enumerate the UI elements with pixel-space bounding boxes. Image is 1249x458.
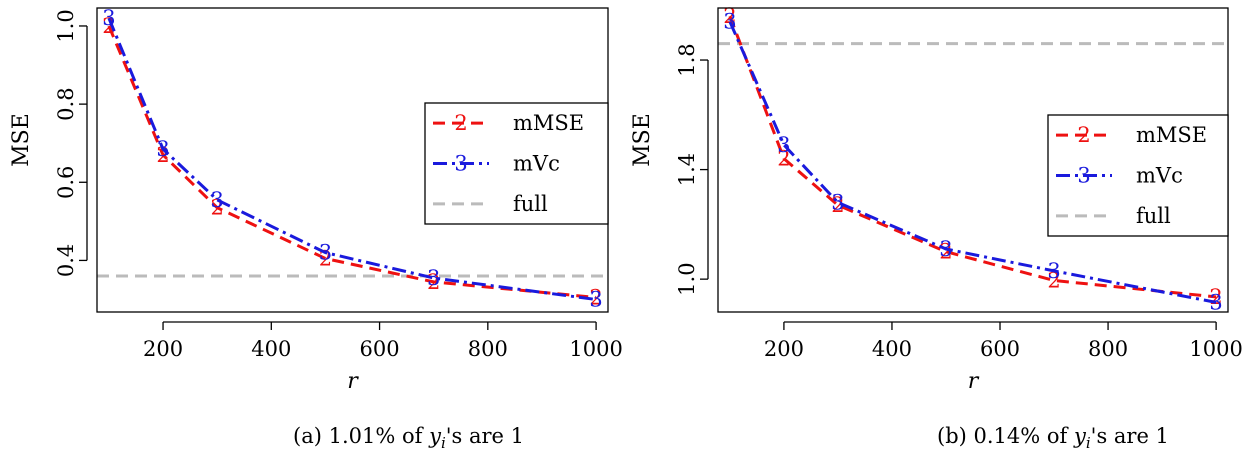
panel-caption: (b) 0.14% of yi's are 1 (937, 424, 1169, 452)
x-axis-label: r (347, 369, 359, 394)
x-tick-label: 400 (872, 337, 912, 361)
series-line-mvc (107, 17, 597, 301)
data-point-mvc: 3 (427, 266, 440, 290)
panel-caption: (a) 1.01% of yi's are 1 (293, 424, 524, 452)
x-tick-label: 600 (360, 337, 400, 361)
data-point-mvc: 3 (589, 287, 602, 311)
legend: 2 mMSE 3 mVc full (424, 102, 609, 225)
legend-marker: 3 (1077, 164, 1090, 188)
y-axis-label: MSE (9, 113, 34, 167)
x-tick-label: 600 (980, 337, 1020, 361)
x-tick-label: 200 (764, 337, 804, 361)
data-point-mmse: 2 (1047, 269, 1060, 293)
x-tick-label: 1000 (1189, 337, 1242, 361)
x-tick-label: 200 (143, 337, 183, 361)
y-tick-label: 1.4 (675, 153, 699, 186)
x-axis-label: r (968, 369, 980, 394)
y-tick-label: 0.6 (54, 166, 78, 199)
y-tick-label: 1.8 (675, 43, 699, 76)
data-point-mvc: 3 (319, 241, 332, 265)
data-point-mvc: 3 (939, 237, 952, 261)
x-tick-label: 800 (468, 337, 508, 361)
data-point-mmse: 2 (589, 286, 602, 310)
data-point-mmse: 2 (723, 4, 736, 28)
legend-marker: 3 (454, 152, 467, 176)
data-point-mvc: 3 (1209, 290, 1222, 314)
series-line-mmse (107, 25, 597, 299)
legend-label-mmse: mMSE (1136, 123, 1207, 147)
data-point-mvc: 3 (210, 188, 223, 212)
series-line-mmse (728, 15, 1217, 299)
x-tick-label: 400 (251, 337, 291, 361)
y-tick-label: 1.0 (675, 262, 699, 295)
legend-marker: 2 (454, 111, 467, 135)
legend: 2 mMSE 3 mVc full (1047, 114, 1229, 237)
legend-label-mvc: mVc (1136, 164, 1183, 188)
y-tick-label: 1.0 (54, 9, 78, 42)
data-point-mvc: 3 (102, 6, 115, 30)
series-line-mvc (728, 21, 1217, 304)
x-tick-label: 800 (1088, 337, 1128, 361)
legend-label-full: full (1136, 204, 1171, 228)
y-tick-label: 0.8 (54, 87, 78, 120)
x-tick-label: 1000 (569, 337, 622, 361)
y-axis-label: MSE (630, 113, 655, 167)
data-point-mmse: 2 (102, 14, 115, 38)
legend-label-mmse: mMSE (513, 111, 584, 135)
legend-marker: 2 (1077, 123, 1090, 147)
legend-label-full: full (513, 192, 548, 216)
data-point-mvc: 3 (777, 133, 790, 157)
data-point-mvc: 3 (156, 137, 169, 161)
data-point-mmse: 2 (156, 143, 169, 167)
data-point-mmse: 2 (939, 240, 952, 264)
data-point-mvc: 3 (723, 10, 736, 34)
data-point-mvc: 3 (831, 190, 844, 214)
data-point-mvc: 3 (1047, 259, 1060, 283)
y-tick-label: 0.4 (54, 244, 78, 277)
legend-label-mvc: mVc (513, 152, 560, 176)
data-point-mmse: 2 (777, 147, 790, 171)
